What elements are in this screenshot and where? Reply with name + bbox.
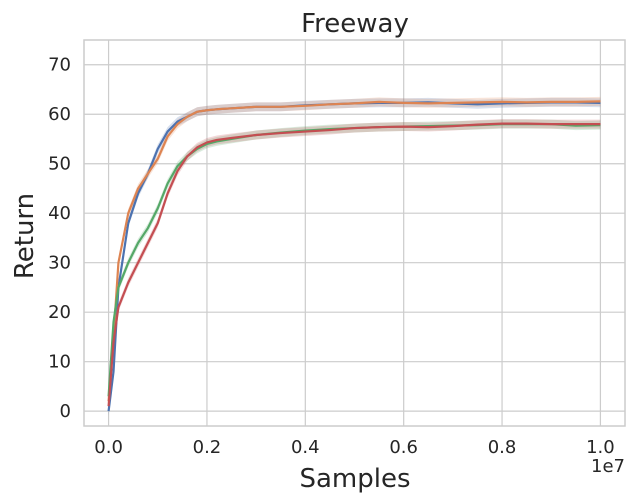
series-line	[107, 100, 601, 402]
x-tick-label: 0.8	[488, 437, 517, 458]
x-tick-label: 1.0	[586, 437, 615, 458]
x-tick-label: 0.6	[389, 437, 418, 458]
series-line	[107, 122, 601, 407]
x-offset-label: 1e7	[591, 456, 625, 477]
y-axis-label: Return	[10, 193, 40, 279]
y-tick-label: 30	[48, 253, 71, 274]
y-tick-label: 60	[48, 104, 71, 125]
y-tick-label: 40	[48, 203, 71, 224]
y-tick-label: 20	[48, 302, 71, 323]
y-tick-label: 10	[48, 352, 71, 373]
plot-area: 0.0 0.2 0.4 0.6 0.8 1.0 0 10 20 30 40 50 60 70	[48, 39, 626, 458]
chart-title: Freeway	[301, 9, 409, 39]
y-tick-label: 50	[48, 154, 71, 175]
x-tick-label: 0.4	[291, 437, 320, 458]
y-tick-label: 0	[60, 401, 71, 422]
y-tick-label: 70	[48, 55, 71, 76]
x-axis-label: Samples	[299, 464, 410, 494]
x-tick-label: 0.2	[193, 437, 222, 458]
x-tick-label: 0.0	[94, 437, 123, 458]
